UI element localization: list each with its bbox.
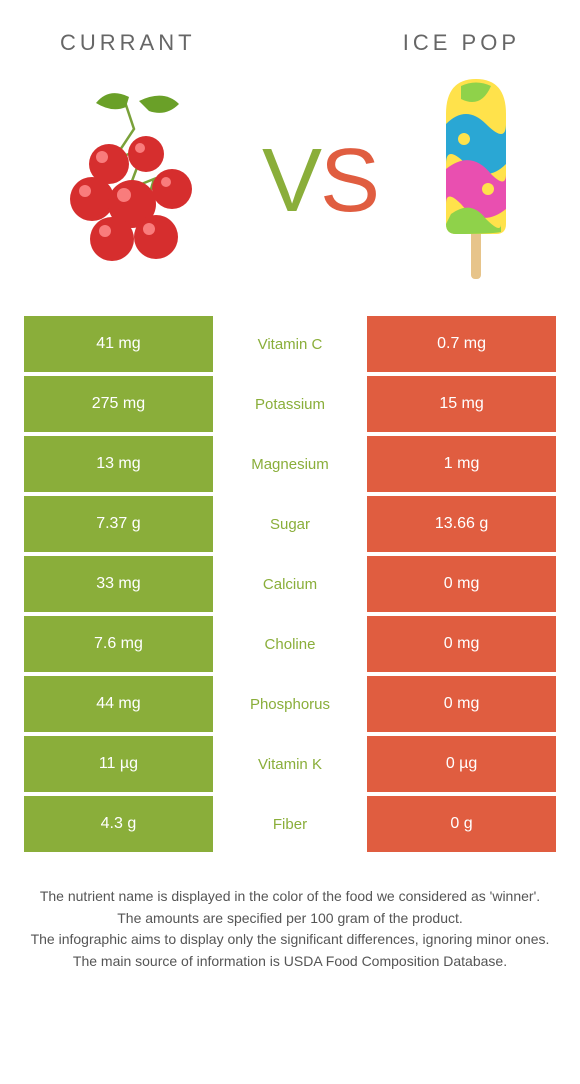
vs-s: S [320,131,378,231]
footnotes: The nutrient name is displayed in the co… [0,856,580,973]
table-row: 44 mgPhosphorus0 mg [24,676,556,732]
right-food-title: ICE POP [403,30,520,56]
currant-icon [54,89,214,274]
right-value-cell: 13.66 g [367,496,556,552]
nutrient-label-cell: Fiber [213,796,367,852]
right-value-cell: 0 µg [367,736,556,792]
table-row: 7.37 gSugar13.66 g [24,496,556,552]
table-row: 13 mgMagnesium1 mg [24,436,556,492]
table-row: 4.3 gFiber0 g [24,796,556,852]
comparison-table: 41 mgVitamin C0.7 mg275 mgPotassium15 mg… [24,316,556,852]
left-value-cell: 33 mg [24,556,213,612]
right-value-cell: 0 mg [367,676,556,732]
table-row: 275 mgPotassium15 mg [24,376,556,432]
right-value-cell: 15 mg [367,376,556,432]
nutrient-label-cell: Potassium [213,376,367,432]
nutrient-label-cell: Vitamin K [213,736,367,792]
table-row: 41 mgVitamin C0.7 mg [24,316,556,372]
table-row: 11 µgVitamin K0 µg [24,736,556,792]
footnote-line: The infographic aims to display only the… [16,929,564,951]
left-value-cell: 7.37 g [24,496,213,552]
nutrient-label-cell: Calcium [213,556,367,612]
header-row: CURRANT ICE POP [0,0,580,56]
nutrient-label-cell: Sugar [213,496,367,552]
vs-v: V [262,131,320,231]
table-row: 7.6 mgCholine0 mg [24,616,556,672]
footnote-line: The amounts are specified per 100 gram o… [16,908,564,930]
left-value-cell: 11 µg [24,736,213,792]
footnote-line: The main source of information is USDA F… [16,951,564,973]
right-value-cell: 0 g [367,796,556,852]
left-value-cell: 41 mg [24,316,213,372]
right-value-cell: 1 mg [367,436,556,492]
left-value-cell: 44 mg [24,676,213,732]
left-value-cell: 7.6 mg [24,616,213,672]
nutrient-label-cell: Phosphorus [213,676,367,732]
images-row: VS [0,56,580,316]
right-value-cell: 0.7 mg [367,316,556,372]
left-value-cell: 275 mg [24,376,213,432]
left-value-cell: 4.3 g [24,796,213,852]
nutrient-label-cell: Vitamin C [213,316,367,372]
nutrient-label-cell: Magnesium [213,436,367,492]
vs-label: VS [262,136,378,226]
ice-pop-icon [426,74,526,289]
left-food-title: CURRANT [60,30,196,56]
table-row: 33 mgCalcium0 mg [24,556,556,612]
right-value-cell: 0 mg [367,556,556,612]
footnote-line: The nutrient name is displayed in the co… [16,886,564,908]
nutrient-label-cell: Choline [213,616,367,672]
left-value-cell: 13 mg [24,436,213,492]
right-value-cell: 0 mg [367,616,556,672]
